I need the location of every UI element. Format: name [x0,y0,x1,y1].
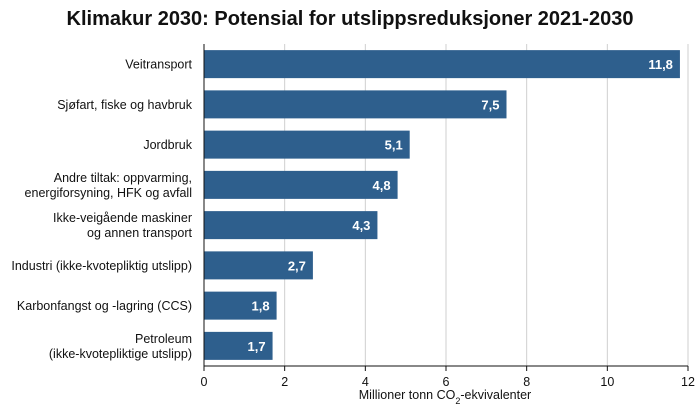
x-tick-label: 6 [443,375,450,389]
value-label: 5,1 [385,138,403,153]
x-axis-title: Millioner tonn CO2-ekvivalenter [359,388,531,406]
category-label: Veitransport [125,58,192,72]
bar [204,130,410,159]
value-label: 7,5 [481,97,499,112]
x-tick-label: 8 [523,375,530,389]
value-label: 1,8 [252,299,270,314]
category-label: Jordbruk [143,138,192,152]
x-tick-label: 10 [600,375,614,389]
value-label: 4,8 [373,178,391,193]
bar [204,50,680,79]
axes: 0 2 4 6 8 10 12 [201,44,695,389]
labels: 11,8 Veitransport 7,5 Sjøfart, fiske og hav… [11,57,673,361]
chart-title: Klimakur 2030: Potensial for utslippsred… [66,8,634,30]
gridlines [284,44,689,366]
category-label: Industri (ikke-kvotepliktig utslipp) [11,259,192,273]
x-tick-label: 2 [281,375,288,389]
bars [204,50,680,360]
x-tick-label: 4 [362,375,369,389]
category-label: Petroleum (ikke-kvotepliktige utslipp) [49,332,192,361]
bar [204,90,507,119]
category-label: Ikke-veigående maskiner og annen transpor… [53,211,192,240]
bar [204,170,398,199]
value-label: 11,8 [648,57,673,72]
category-label: Karbonfangst og -lagring (CCS) [17,299,192,313]
value-label: 4,3 [352,218,370,233]
value-label: 2,7 [288,258,306,273]
bar [204,291,277,320]
x-tick-label: 0 [201,375,208,389]
bar [204,331,273,360]
value-label: 1,7 [247,339,265,354]
category-label: Andre tiltak: oppvarming, energiforsyning… [25,171,192,200]
bar [204,211,378,240]
category-label: Sjøfart, fiske og havbruk [57,98,193,112]
x-tick-label: 12 [681,375,695,389]
bar [204,251,313,280]
